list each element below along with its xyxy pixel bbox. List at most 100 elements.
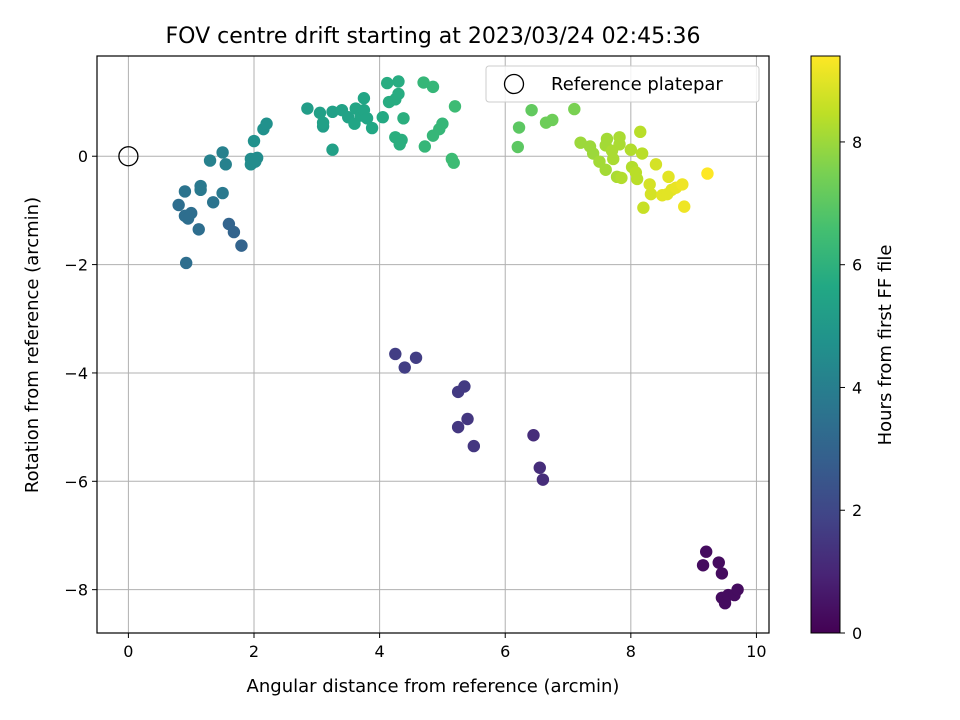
data-point (436, 117, 449, 130)
legend-marker (503, 73, 525, 95)
data-point (701, 167, 714, 180)
data-point (206, 196, 220, 209)
x-tick-label: 8 (626, 642, 636, 661)
data-point (194, 183, 207, 197)
colorbar-tick-label: 6 (852, 256, 862, 275)
grid-lines (97, 56, 769, 633)
colorbar-tick-label: 4 (852, 378, 862, 397)
data-point (731, 583, 744, 596)
data-point (418, 140, 432, 153)
data-point (574, 136, 587, 149)
legend: Reference platepar (485, 65, 760, 103)
x-tick-label: 0 (123, 642, 133, 661)
data-point (568, 102, 581, 116)
data-point (247, 134, 261, 148)
data-point (360, 112, 374, 125)
data-point (380, 76, 394, 90)
data-point (179, 256, 193, 270)
data-point (357, 92, 371, 105)
data-point (249, 155, 262, 168)
y-tick-label: −8 (64, 581, 88, 600)
data-point (643, 178, 656, 191)
y-axis-ticks: −8 −6 −4 −2 0 (64, 147, 97, 600)
y-tick-label: −6 (64, 472, 88, 491)
data-point (635, 147, 649, 160)
data-point (192, 223, 205, 236)
data-point (260, 117, 273, 130)
data-point (451, 420, 465, 434)
data-point (216, 186, 229, 200)
data-point (203, 154, 217, 167)
data-point (389, 347, 402, 361)
scatter-points (172, 75, 744, 610)
data-point (393, 138, 406, 151)
colorbar-label: Hours from first FF file (875, 245, 896, 446)
data-point (235, 239, 248, 252)
data-point (181, 212, 195, 225)
data-point (696, 559, 710, 572)
data-point (678, 200, 691, 213)
data-point (417, 76, 430, 89)
reference-platepar-marker (118, 146, 139, 167)
data-point (326, 105, 339, 119)
legend-entry: Reference platepar (551, 74, 723, 95)
data-point (613, 138, 626, 151)
data-point (172, 198, 185, 212)
data-point (525, 103, 538, 117)
y-tick-label: 0 (78, 147, 88, 166)
data-point (527, 429, 540, 442)
data-point (715, 567, 729, 580)
data-point (637, 201, 650, 214)
data-point (392, 87, 405, 101)
data-point (712, 556, 725, 569)
colorbar-tick-label: 0 (852, 624, 862, 643)
data-point (634, 125, 647, 139)
x-tick-label: 10 (746, 642, 766, 661)
data-point (511, 140, 524, 154)
colorbar-ticks: 0 2 4 6 8 (840, 133, 862, 643)
data-point (546, 113, 559, 127)
x-axis-label: Angular distance from reference (arcmin) (247, 676, 620, 697)
data-point (533, 461, 546, 474)
data-point (316, 116, 330, 129)
colorbar-tick-label: 2 (852, 501, 862, 520)
data-point (397, 112, 410, 125)
data-point (599, 163, 612, 176)
data-point (409, 351, 423, 364)
data-point (392, 75, 405, 88)
data-point (630, 172, 644, 186)
data-point (426, 80, 440, 94)
data-point (676, 178, 689, 191)
data-point (447, 156, 460, 169)
data-point (607, 152, 620, 166)
data-point (662, 170, 675, 184)
data-point (467, 439, 481, 453)
data-point (649, 158, 663, 171)
data-point (512, 121, 526, 134)
x-tick-label: 2 (249, 642, 259, 661)
data-point (365, 121, 379, 135)
data-point (219, 158, 232, 171)
data-point (644, 187, 658, 201)
data-point (326, 143, 339, 156)
colorbar (810, 55, 841, 634)
data-point (301, 102, 314, 115)
data-point (376, 111, 389, 124)
data-point (313, 106, 327, 120)
data-point (600, 132, 614, 146)
data-point (178, 185, 192, 198)
legend-box (485, 65, 760, 103)
colorbar-tick-label: 8 (852, 133, 862, 152)
data-point (461, 412, 474, 426)
data-point (624, 143, 638, 156)
data-point (615, 171, 628, 185)
data-point (398, 361, 411, 374)
y-tick-label: −4 (64, 364, 88, 383)
reference-marker (118, 146, 139, 167)
y-axis-label: Rotation from reference (arcmin) (22, 197, 43, 493)
data-point (448, 100, 462, 113)
x-tick-label: 4 (375, 642, 385, 661)
data-point (227, 225, 241, 239)
data-point (699, 545, 713, 558)
